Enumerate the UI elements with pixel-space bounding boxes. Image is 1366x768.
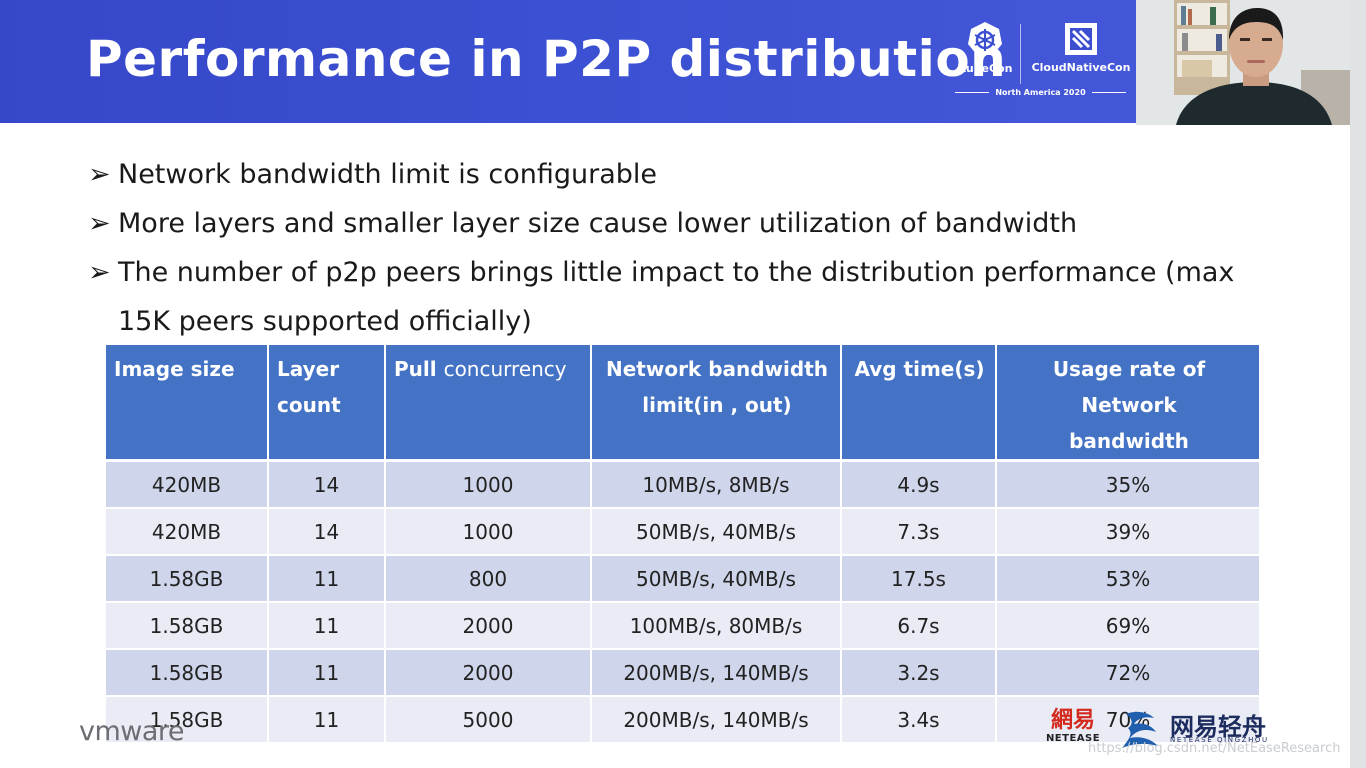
arrow-bullet-icon: ➢ bbox=[88, 257, 111, 288]
cell-layer-count: 11 bbox=[268, 555, 386, 603]
header-usage-line2: bandwidth bbox=[1069, 429, 1189, 453]
header-bandwidth-line2: limit(in , out) bbox=[642, 393, 792, 417]
cell-avg-time: 3.2s bbox=[841, 649, 997, 697]
cell-avg-time: 3.4s bbox=[841, 696, 997, 744]
blog-watermark: https://blog.csdn.net/NetEaseResearch bbox=[1088, 741, 1341, 756]
header-layer-count: Layer count bbox=[268, 345, 386, 462]
bullet-item: ➢ More layers and smaller layer size cau… bbox=[86, 199, 1286, 248]
cell-bandwidth: 50MB/s, 40MB/s bbox=[591, 508, 842, 556]
slide-title: Performance in P2P distribution bbox=[86, 30, 1007, 88]
netease-logo: 網易 NETEASE bbox=[1043, 707, 1103, 744]
cell-usage-rate: 72% bbox=[996, 649, 1259, 697]
header-avg-time-text: Avg time(s) bbox=[854, 357, 985, 381]
cell-pull-concurrency: 800 bbox=[385, 555, 592, 603]
kubernetes-wheel-icon bbox=[968, 22, 1002, 55]
table-row: 1.58GB 11 5000 200MB/s, 140MB/s 3.4s 70% bbox=[106, 696, 1259, 744]
cell-usage-rate: 35% bbox=[996, 460, 1259, 509]
cell-image-size: 1.58GB bbox=[106, 555, 269, 603]
cell-bandwidth: 10MB/s, 8MB/s bbox=[591, 460, 842, 509]
cell-layer-count: 11 bbox=[268, 696, 386, 744]
cell-pull-concurrency: 5000 bbox=[385, 696, 592, 744]
cell-layer-count: 11 bbox=[268, 649, 386, 697]
logo-divider bbox=[1020, 24, 1021, 84]
cell-pull-concurrency: 1000 bbox=[385, 508, 592, 556]
kubecon-block: KubeCon bbox=[950, 20, 1020, 75]
netease-logo-chinese: 網易 bbox=[1050, 707, 1095, 733]
table-row: 420MB 14 1000 50MB/s, 40MB/s 7.3s 39% bbox=[106, 508, 1259, 556]
speaker-webcam bbox=[1136, 0, 1366, 125]
kubecon-label: KubeCon bbox=[957, 62, 1013, 75]
cell-pull-concurrency: 1000 bbox=[385, 460, 592, 509]
qingzhou-wave-icon bbox=[1122, 711, 1158, 748]
cloudnativecon-block: CloudNativeCon bbox=[1026, 20, 1136, 74]
header-pull-concurrency: Pull concurrency bbox=[385, 345, 592, 462]
qingzhou-logo-chinese: 网易轻舟 bbox=[1170, 713, 1266, 741]
cell-avg-time: 6.7s bbox=[841, 602, 997, 650]
cell-image-size: 420MB bbox=[106, 460, 269, 509]
cell-avg-time: 4.9s bbox=[841, 460, 997, 509]
header-layer-count-line2: count bbox=[277, 393, 341, 417]
vmware-logo: vmware bbox=[79, 716, 185, 747]
conference-subtitle: North America 2020 bbox=[948, 88, 1133, 97]
arrow-bullet-icon: ➢ bbox=[88, 208, 111, 239]
header-concurrency-word: concurrency bbox=[443, 357, 567, 381]
qingzhou-logo: 网易轻舟 NETEASE QINGZHOU bbox=[1116, 706, 1276, 752]
header-image-size: Image size bbox=[106, 345, 269, 462]
bullet-text: More layers and smaller layer size cause… bbox=[118, 208, 1078, 239]
cell-bandwidth: 100MB/s, 80MB/s bbox=[591, 602, 842, 650]
header-layer-count-line1: Layer bbox=[277, 357, 340, 381]
cell-usage-rate: 70% bbox=[996, 696, 1259, 744]
cell-usage-rate: 69% bbox=[996, 602, 1259, 650]
cell-usage-rate: 39% bbox=[996, 508, 1259, 556]
header-avg-time: Avg time(s) bbox=[841, 345, 997, 462]
table-row: 1.58GB 11 2000 100MB/s, 80MB/s 6.7s 69% bbox=[106, 602, 1259, 650]
cell-pull-concurrency: 2000 bbox=[385, 602, 592, 650]
bullet-text: 15K peers supported officially) bbox=[118, 306, 532, 337]
window-edge bbox=[1350, 0, 1366, 768]
cell-image-size: 1.58GB bbox=[106, 649, 269, 697]
cell-layer-count: 14 bbox=[268, 460, 386, 509]
netease-logo-english: NETEASE bbox=[1045, 733, 1101, 744]
table-header-row: Image size Layer count Pull concurrency … bbox=[106, 345, 1259, 462]
header-pull-word: Pull bbox=[394, 357, 437, 381]
cncf-icon bbox=[1065, 23, 1097, 55]
table-row: 1.58GB 11 2000 200MB/s, 140MB/s 3.2s 72% bbox=[106, 649, 1259, 697]
arrow-bullet-icon: ➢ bbox=[88, 159, 111, 190]
header-usage-rate: Usage rate of Network bandwidth bbox=[996, 345, 1259, 462]
cell-avg-time: 17.5s bbox=[841, 555, 997, 603]
cell-image-size: 1.58GB bbox=[106, 696, 269, 744]
header-network-bandwidth: Network bandwidth limit(in , out) bbox=[591, 345, 842, 462]
header-bandwidth-line1: Network bandwidth bbox=[605, 357, 829, 381]
kubecon-logo: KubeCon CloudNativeCon North America 202… bbox=[948, 20, 1133, 105]
speaker-video-image bbox=[1136, 0, 1366, 125]
performance-table: Image size Layer count Pull concurrency … bbox=[106, 345, 1259, 744]
bullet-continuation: 15K peers supported officially) bbox=[86, 297, 1286, 346]
cell-layer-count: 11 bbox=[268, 602, 386, 650]
cell-image-size: 420MB bbox=[106, 508, 269, 556]
cloudnativecon-label: CloudNativeCon bbox=[1031, 61, 1131, 74]
header-image-size-text: Image size bbox=[114, 357, 235, 381]
bullet-item: ➢ Network bandwidth limit is configurabl… bbox=[86, 150, 1286, 199]
cell-bandwidth: 200MB/s, 140MB/s bbox=[591, 649, 842, 697]
bullet-text: The number of p2p peers brings little im… bbox=[118, 257, 1235, 288]
cell-avg-time: 7.3s bbox=[841, 508, 997, 556]
header-usage-line1: Usage rate of Network bbox=[1052, 357, 1206, 417]
bullet-list: ➢ Network bandwidth limit is configurabl… bbox=[86, 150, 1286, 346]
bullet-text: Network bandwidth limit is configurable bbox=[118, 159, 658, 190]
cell-pull-concurrency: 2000 bbox=[385, 649, 592, 697]
cell-bandwidth: 200MB/s, 140MB/s bbox=[591, 696, 842, 744]
table-row: 420MB 14 1000 10MB/s, 8MB/s 4.9s 35% bbox=[106, 460, 1259, 509]
cell-usage-rate: 53% bbox=[996, 555, 1259, 603]
qingzhou-logo-english: NETEASE QINGZHOU bbox=[1170, 736, 1269, 744]
slide-header: Performance in P2P distribution KubeCon bbox=[0, 0, 1136, 123]
cell-bandwidth: 50MB/s, 40MB/s bbox=[591, 555, 842, 603]
cell-layer-count: 14 bbox=[268, 508, 386, 556]
cell-image-size: 1.58GB bbox=[106, 602, 269, 650]
table-row: 1.58GB 11 800 50MB/s, 40MB/s 17.5s 53% bbox=[106, 555, 1259, 603]
bullet-item: ➢ The number of p2p peers brings little … bbox=[86, 248, 1286, 297]
